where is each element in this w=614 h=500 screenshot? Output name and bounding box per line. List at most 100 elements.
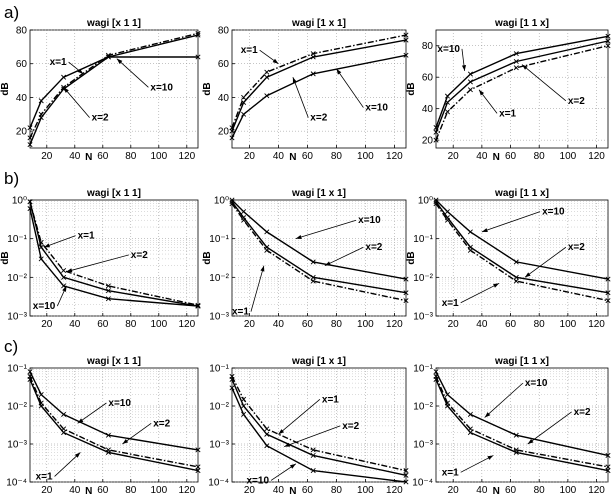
annotation-arrow	[324, 246, 364, 267]
data-point	[403, 52, 409, 58]
data-point	[467, 411, 473, 417]
y-tick-label: 10⁻¹	[413, 364, 433, 375]
data-point	[444, 209, 450, 215]
annotation-arrow	[460, 455, 494, 473]
data-point	[264, 443, 270, 449]
x-tick-label: 120	[386, 151, 403, 162]
row-label-c: c)	[4, 337, 18, 356]
x-axis-label: N	[85, 486, 92, 497]
y-axis-label: dB	[0, 82, 11, 95]
x-tick-label: 40	[273, 485, 285, 496]
y-tick-label: 10⁻⁴	[208, 478, 229, 489]
x-tick-label: 120	[386, 319, 403, 330]
plot-1-1: x=10 x=2 x=120 40 60 80 100 120 10⁻³ 10⁻² 10⁻¹ 10⁰ w…	[202, 188, 409, 330]
y-tick-label: 60	[422, 73, 434, 84]
plot-title: wagi [1 1 x]	[494, 356, 549, 367]
plot-2-2: x=10 x=2 x=1 20 40 60 80 100 120 10⁻⁴ 10⁻³ 10⁻² 10⁻¹…	[412, 356, 611, 497]
annotation-label: x=10	[150, 82, 173, 93]
data-point	[264, 74, 270, 80]
y-tick-label: 10⁻²	[7, 402, 27, 413]
y-tick-label: 10⁻²	[209, 273, 229, 284]
arrow-head	[522, 64, 528, 70]
annotation-label: x=2	[568, 242, 585, 253]
arrow-head	[493, 283, 500, 288]
data-point	[605, 43, 611, 49]
row-label-a: a)	[4, 3, 19, 22]
data-point	[433, 369, 439, 375]
annotation-arrow	[66, 254, 129, 273]
y-tick-label: 10⁻²	[413, 402, 433, 413]
plot-1-0: x=1 x=2 x=10 20 40 60 80 100 120 10⁻³ 10⁻² 10⁻¹ 10⁰ w…	[0, 188, 201, 330]
arrow-head	[295, 235, 302, 239]
x-tick-label: 100	[150, 151, 167, 162]
annotation-arrow	[336, 68, 364, 108]
plot-area	[29, 29, 199, 149]
data-point	[27, 376, 33, 382]
annotation-label: x=10	[365, 103, 388, 114]
plot-title: wagi [x 1 1]	[86, 188, 141, 199]
data-point	[467, 430, 473, 436]
data-point	[195, 302, 201, 308]
arrow-head	[284, 442, 291, 447]
plot-area	[29, 199, 199, 317]
data-point	[605, 468, 611, 474]
data-point	[513, 65, 519, 71]
x-tick-label: 40	[273, 319, 285, 330]
plot-title: wagi [x 1 1]	[86, 356, 141, 367]
arrow-head	[77, 68, 84, 74]
data-point	[105, 296, 111, 302]
data-point	[403, 468, 409, 474]
x-tick-label: 80	[534, 151, 546, 162]
data-point	[241, 403, 247, 409]
plot-area	[231, 367, 407, 483]
arrow-head	[461, 65, 467, 71]
data-point	[444, 109, 450, 115]
plot-1-2: x=10 x=2 x=1 20 40 60 80 100 120 10⁻³ 10⁻² 10⁻¹ 10⁰ w…	[406, 188, 611, 330]
annotation-arrow	[460, 282, 500, 304]
data-point	[433, 201, 439, 207]
annotation-arrow	[122, 423, 152, 445]
x-tick-label: 40	[476, 319, 488, 330]
data-point	[403, 37, 409, 43]
data-point	[444, 93, 450, 99]
annotation-label: x=2	[365, 242, 382, 253]
data-point	[61, 268, 67, 274]
annotation-label: x=10	[33, 301, 56, 312]
y-tick-label: 60	[16, 59, 28, 70]
x-tick-label: 80	[125, 319, 137, 330]
x-tick-label: 100	[560, 485, 577, 496]
data-point	[27, 142, 33, 148]
y-tick-label: 10⁻³	[413, 440, 433, 451]
annotation-arrow	[284, 425, 341, 448]
y-tick-label: 40	[422, 104, 434, 115]
y-tick-label: 10⁻³	[7, 440, 27, 451]
data-point	[444, 99, 450, 105]
data-point	[467, 229, 473, 235]
data-point	[310, 278, 316, 284]
arrow-head	[122, 439, 129, 444]
x-tick-label: 20	[244, 151, 256, 162]
data-point	[605, 33, 611, 39]
annotation-label: x=2	[131, 250, 148, 261]
x-tick-label: 60	[505, 151, 517, 162]
data-point	[513, 278, 519, 284]
data-point	[403, 298, 409, 304]
annotation-arrow	[116, 58, 149, 88]
plot-0-2: x=10 x=1 x=2 20 40 60 80 100 120 20 40 60 80 wagi [1 …	[406, 18, 611, 163]
data-point	[605, 38, 611, 44]
data-point	[241, 111, 247, 117]
plot-area	[435, 29, 609, 149]
y-tick-label: 80	[422, 41, 434, 52]
x-tick-label: 40	[69, 319, 81, 330]
annotation-label: x=1	[241, 45, 258, 56]
arrow-head	[63, 87, 69, 93]
arrow-head	[481, 228, 488, 232]
x-tick-label: 100	[357, 151, 374, 162]
data-point	[403, 479, 409, 485]
plot-0-1: x=1 x=2 x=10 20 40 60 80 100 120 20 40 60 80 wagi [1 …	[202, 18, 409, 163]
y-tick-label: 10⁻³	[7, 312, 27, 323]
data-point	[241, 94, 247, 100]
y-tick-label: 10⁻¹	[209, 364, 229, 375]
annotation-arrow	[63, 87, 90, 118]
